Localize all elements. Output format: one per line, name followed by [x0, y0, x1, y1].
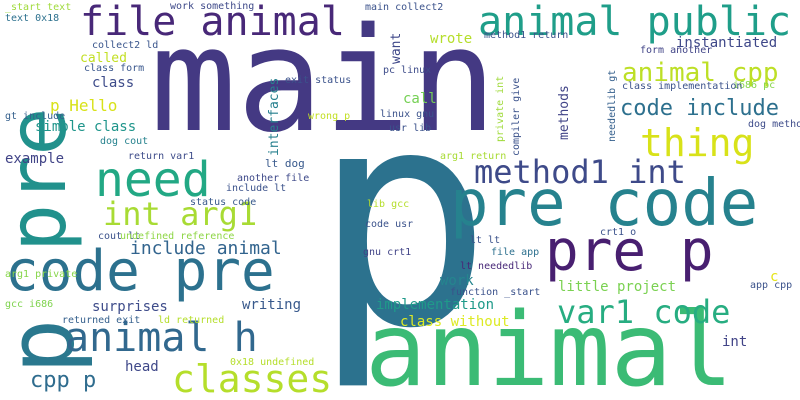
word: simple class [35, 119, 137, 135]
word: method1 return [484, 30, 569, 41]
word: i686 pc [733, 80, 776, 91]
word: 0x18 undefined [230, 357, 315, 368]
word: dog cout [100, 136, 149, 147]
word: arg1 private [5, 269, 78, 280]
word: surprises [92, 299, 168, 315]
word: private int [495, 75, 506, 142]
word: class without [400, 314, 510, 330]
word: classes [172, 357, 333, 400]
word: dog method1 [748, 119, 800, 130]
word: returned exit [62, 315, 141, 326]
word: code usr [365, 219, 414, 230]
word: _start text [5, 2, 72, 13]
word: cout lt [98, 231, 141, 242]
word: var1 code [557, 293, 731, 331]
word: crt1 o [600, 227, 637, 238]
word: need [95, 152, 211, 208]
word: main collect2 [365, 2, 444, 13]
word: linux gnu [380, 109, 435, 120]
word: interfaces [267, 77, 282, 156]
word: gnu crt1 [363, 247, 412, 258]
word: p [312, 45, 493, 394]
word: function _start [450, 287, 541, 298]
word: undefined reference [120, 231, 235, 242]
word: file animal [80, 0, 345, 45]
word: pre code [450, 167, 759, 241]
word: methods [557, 85, 572, 140]
word: writing [242, 297, 302, 313]
word: exit status [285, 75, 352, 86]
word: return var1 [128, 151, 195, 162]
word: gcc i686 [5, 299, 54, 310]
word: main [150, 0, 497, 164]
word: instantiated [676, 35, 778, 51]
word: want [389, 32, 404, 64]
word: lib gcc [367, 199, 410, 210]
word: usr lib [389, 123, 432, 134]
word: file app [491, 247, 540, 258]
word: example [5, 151, 65, 167]
word: arg1 return [440, 151, 507, 162]
word: status code [190, 197, 257, 208]
word: work [440, 273, 474, 289]
word: p Hello [50, 96, 118, 115]
word: method1 int [474, 153, 686, 191]
word: wrote [430, 31, 473, 47]
word: wrong p [308, 111, 351, 122]
word: code include [620, 96, 779, 121]
word: ld returned [158, 315, 225, 326]
word: implementation [376, 297, 495, 313]
word: c [770, 269, 779, 285]
word: class form [84, 63, 145, 74]
word: app cpp [750, 280, 793, 291]
word: work something [170, 1, 255, 12]
word: little project [558, 279, 677, 295]
word: another file [237, 173, 310, 184]
word: int [722, 334, 748, 350]
word: pc linux [383, 65, 432, 76]
word: cpp p [30, 368, 97, 393]
word: animal public [478, 0, 792, 45]
word: lt lt [470, 235, 501, 246]
word: animal h [65, 315, 258, 361]
word: pre p [545, 219, 714, 284]
word: compiler give [511, 77, 522, 156]
word: gt include [5, 111, 66, 122]
word: collect2 ld [92, 40, 159, 51]
word: class implementation [622, 81, 743, 92]
word: lt neededlib [460, 261, 533, 272]
word: neededlib gt [607, 69, 618, 142]
word: int arg1 [103, 195, 258, 233]
word: animal [365, 291, 734, 400]
word: form another [640, 45, 713, 56]
word: class [92, 75, 135, 91]
word: include lt [226, 183, 287, 194]
word: called [80, 51, 127, 66]
word: lt dog [265, 157, 305, 170]
word: include animal [130, 238, 282, 259]
word: text 0x18 [5, 13, 60, 24]
word: animal cpp [622, 58, 779, 88]
word: head [125, 359, 159, 375]
word: code pre [5, 239, 275, 304]
word: call [403, 91, 437, 107]
word: thing [640, 121, 755, 165]
